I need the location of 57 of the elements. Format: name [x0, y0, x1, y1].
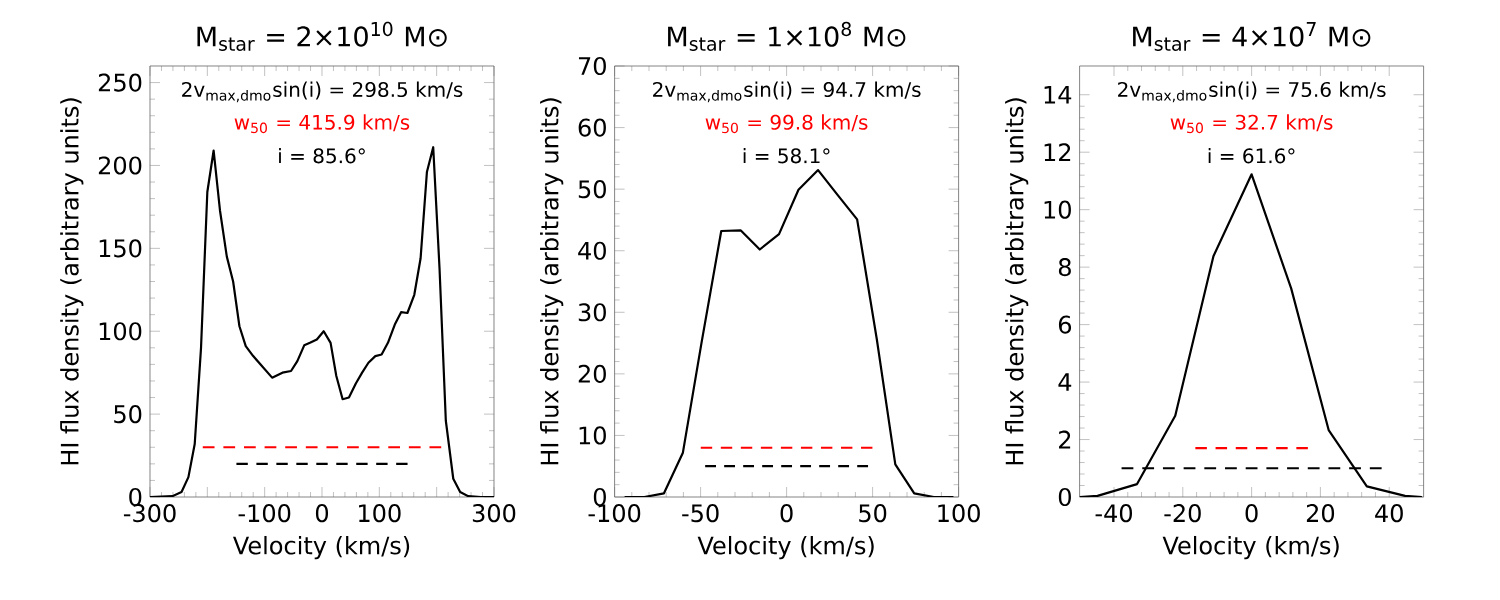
x-axis-title: Velocity (km/s)	[697, 535, 874, 560]
y-axis-title: HI flux density (arbitrary units)	[540, 98, 564, 465]
y-tick-label: 2	[1059, 430, 1071, 449]
y-tick-label: 150	[99, 239, 142, 258]
x-tick-label: 100	[359, 504, 401, 523]
chart-title: M$_{star}$ = 4×10$^{7}$ M⊙	[1133, 22, 1371, 51]
y-tick-label: 50	[578, 180, 606, 199]
line-series	[623, 168, 955, 497]
y-axis-title: HI flux density (arbitrary units)	[60, 98, 84, 465]
x-axis-title: Velocity (km/s)	[1162, 535, 1339, 560]
y-tick-label: 60	[578, 118, 606, 137]
y-tick-label: 10	[579, 426, 606, 445]
chart-title: M$_{star}$ = 1×10$^{8}$ M⊙	[668, 21, 906, 51]
text: w$_{50}$ = 32.7 km/s	[1170, 114, 1333, 134]
text: w$_{50}$ = 99.8 km/s	[705, 114, 868, 134]
y-tick-label: 14	[1044, 85, 1072, 104]
x-axis-title: Velocity (km/s)	[233, 535, 410, 560]
text: 2v$_{max,dmo}$sin(i) = 94.7 km/s	[653, 81, 921, 103]
y-tick-label: 12	[1044, 143, 1071, 162]
y-tick-label: 20	[578, 364, 606, 383]
x-tick-label: -100	[588, 504, 641, 523]
x-tick-label: 40	[1375, 504, 1403, 523]
y-tick-label: 10	[1044, 200, 1071, 219]
y-tick-label: 0	[593, 487, 606, 507]
x-tick-label: -300	[123, 504, 176, 523]
text: 2v$_{max,dmo}$sin(i) = 298.5 km/s	[182, 81, 463, 103]
x-tick-label: 20	[1306, 504, 1335, 523]
x-tick-label: -40	[1095, 504, 1133, 523]
y-tick-label: 40	[578, 241, 606, 260]
y-tick-label: 4	[1058, 373, 1072, 391]
x-tick-label: 50	[859, 504, 887, 523]
annotation: i = 85.6°	[279, 147, 365, 164]
x-tick-label: 100	[938, 504, 980, 523]
annotation: i = 58.1°	[743, 147, 830, 164]
y-tick-label: 30	[578, 303, 606, 322]
line-series	[150, 146, 494, 497]
x-tick-label: -20	[1164, 504, 1201, 523]
y-tick-label: 8	[1058, 258, 1071, 277]
x-tick-label: 0	[780, 504, 793, 523]
x-tick-label: 300	[472, 504, 516, 523]
annotation: i = 61.6°	[1208, 147, 1295, 164]
y-tick-label: 100	[99, 322, 142, 341]
y-tick-label: 0	[1058, 487, 1071, 507]
y-tick-label: 70	[578, 56, 606, 76]
y-tick-label: 250	[98, 73, 142, 92]
y-axis-title: HI flux density (arbitrary units)	[1005, 98, 1029, 465]
x-tick-label: 0	[315, 504, 329, 523]
line-series	[1079, 173, 1423, 497]
x-tick-label: -50	[682, 504, 719, 523]
text: w$_{50}$ = 415.9 km/s	[234, 114, 410, 134]
y-tick-label: 6	[1058, 315, 1072, 334]
y-tick-label: 50	[114, 405, 142, 424]
x-tick-label: 0	[1245, 504, 1258, 523]
y-tick-label: 200	[98, 156, 142, 175]
chart-title: M$_{star}$ = 2×10$^{10}$ M⊙	[197, 21, 447, 51]
x-tick-label: -100	[238, 504, 291, 523]
text: 2v$_{max,dmo}$sin(i) = 75.6 km/s	[1118, 81, 1386, 103]
